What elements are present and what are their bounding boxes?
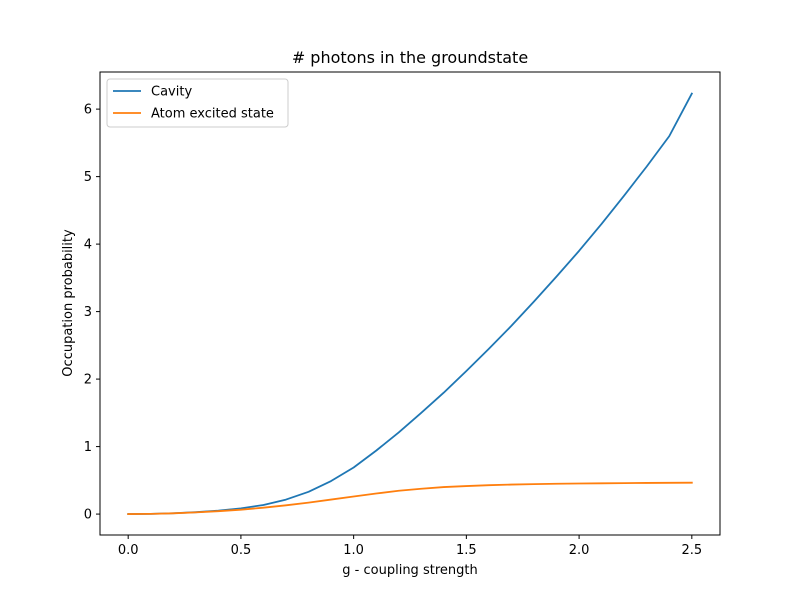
x-tick-label: 1.5 xyxy=(456,543,477,558)
y-tick-label: 5 xyxy=(84,170,92,185)
y-axis-label: Occupation probability xyxy=(61,229,76,377)
legend: Cavity Atom excited state xyxy=(106,78,289,128)
y-tick-label: 6 xyxy=(84,103,92,118)
y-tick-label: 0 xyxy=(84,508,92,523)
x-tick-label: 0.5 xyxy=(231,543,252,558)
x-axis-label: g - coupling strength xyxy=(342,563,477,578)
legend-label-2: Atom excited state xyxy=(151,107,274,122)
chart-title: # photons in the groundstate xyxy=(292,48,528,67)
y-tick-label: 2 xyxy=(84,373,92,388)
y-tick-label: 4 xyxy=(84,238,92,253)
legend-box xyxy=(106,78,289,128)
y-tick-label: 3 xyxy=(84,305,92,320)
legend-label-1: Cavity xyxy=(151,85,192,100)
series-line-2 xyxy=(127,481,693,515)
y-tick-label: 1 xyxy=(84,440,92,455)
x-tick-label: 2.5 xyxy=(681,543,702,558)
x-tick-label: 2.0 xyxy=(569,543,590,558)
x-tick-label: 1.0 xyxy=(343,543,364,558)
x-tick-label: 0.0 xyxy=(118,543,139,558)
axes-frame xyxy=(99,71,721,536)
plot-area: 0.0 0.5 1.0 1.5 2.0 2.5 0 1 2 3 4 5 6 Cavity Atom exci… xyxy=(84,71,721,558)
